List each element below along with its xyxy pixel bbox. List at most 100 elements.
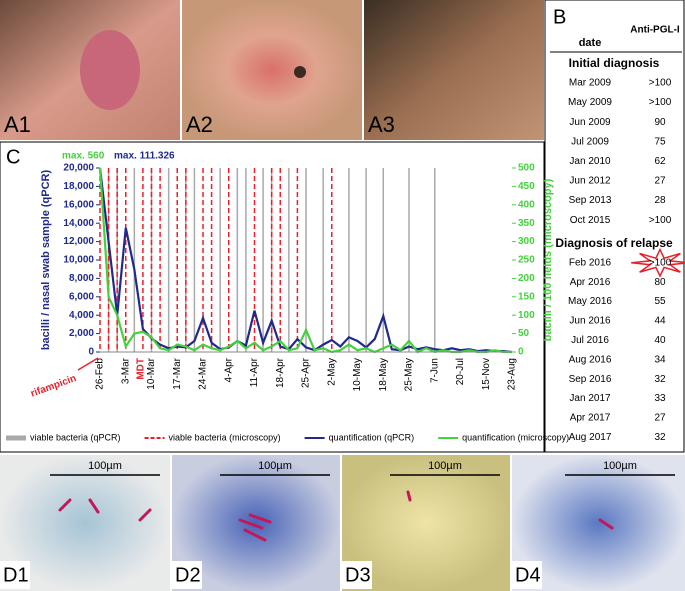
x-tick-label: 4-Apr <box>223 357 234 382</box>
y2-tick-label: 450 <box>518 181 535 192</box>
table-cell: Mar 2009 <box>569 78 612 89</box>
table-cell: Jan 2010 <box>569 156 611 167</box>
label-box <box>342 561 372 589</box>
table-cell: Jun 2012 <box>569 176 611 187</box>
y-tick-label: 4,000 <box>69 310 94 321</box>
x-tick-label: 10-May <box>352 358 363 391</box>
panel-label: D1 <box>3 564 29 586</box>
table-cell: Feb 2016 <box>569 257 612 268</box>
table-cell: 34 <box>654 354 666 365</box>
panel-label: A1 <box>4 112 31 137</box>
table-cell: 80 <box>654 277 666 288</box>
photo <box>182 0 362 140</box>
panel-label: A2 <box>186 112 213 137</box>
table-cell: 90 <box>654 117 666 128</box>
photo <box>364 0 544 140</box>
panel-label: D2 <box>175 564 201 586</box>
y2-tick-label: 0 <box>518 347 524 358</box>
y-tick-label: 18,000 <box>63 181 94 192</box>
panel-label: A3 <box>368 112 395 137</box>
y-tick-label: 20,000 <box>63 163 94 174</box>
y-tick-label: 10,000 <box>63 255 94 266</box>
x-tick-label: 18-Apr <box>275 357 286 388</box>
panel-label: D3 <box>345 564 371 586</box>
y2-tick-label: 50 <box>518 328 530 339</box>
table-cell: 32 <box>654 374 666 385</box>
label-box <box>512 561 542 589</box>
x-tick-label: 23-Aug <box>507 358 518 390</box>
y-tick-label: 12,000 <box>63 236 94 247</box>
y2-axis-title: bacilli / 100 fields (microscopy) <box>542 178 554 341</box>
legend-label: viable bacteria (qPCR) <box>30 432 121 442</box>
section-title: Diagnosis of relapse <box>555 236 673 250</box>
table-cell: Apr 2017 <box>570 413 611 424</box>
x-tick-label: 11-Apr <box>249 357 260 387</box>
table-cell: 28 <box>654 195 666 206</box>
table-cell: Jul 2016 <box>571 335 609 346</box>
x-tick-label: 26-Feb <box>95 358 106 390</box>
photo-detail <box>294 66 306 78</box>
y-tick-label: 0 <box>88 347 94 358</box>
annotation: max. 111.326 <box>114 151 175 162</box>
y2-tick-label: 150 <box>518 291 535 302</box>
table-cell: Apr 2016 <box>570 277 611 288</box>
table-cell: Sep 2016 <box>569 374 612 385</box>
y2-tick-label: 500 <box>518 163 535 174</box>
y2-tick-label: 250 <box>518 255 535 266</box>
table-cell: Jan 2017 <box>569 393 611 404</box>
legend-label: viable bacteria (microscopy) <box>169 432 281 442</box>
table-cell: >100 <box>649 215 672 226</box>
table-cell: Aug 2017 <box>569 432 612 443</box>
annotation: MDT <box>136 358 147 380</box>
y-tick-label: 16,000 <box>63 199 94 210</box>
table-cell: 33 <box>654 393 666 404</box>
panel-label: C <box>6 146 20 168</box>
table-cell: 75 <box>654 136 666 147</box>
bacilli <box>58 490 614 542</box>
table-cell: 27 <box>654 176 666 187</box>
table-cell: Jun 2009 <box>569 117 611 128</box>
table-cell: May 2016 <box>568 296 612 307</box>
series-line <box>98 167 512 354</box>
table-cell: >100 <box>649 97 672 108</box>
x-tick-label: 3-Mar <box>120 357 131 384</box>
x-tick-label: 10-Mar <box>146 357 157 389</box>
x-tick-label: 18-May <box>378 358 389 391</box>
scale-label: 100µm <box>603 460 637 472</box>
panel-label: B <box>553 6 566 28</box>
section-title: Initial diagnosis <box>569 56 660 70</box>
y2-tick-label: 100 <box>518 310 535 321</box>
panel-frame <box>544 0 685 453</box>
photo-detail <box>80 30 140 110</box>
column-header: Anti-PGL-I <box>630 25 680 36</box>
panel-label: D4 <box>515 564 541 586</box>
table-cell: 44 <box>654 316 666 327</box>
x-tick-label: 20-Jul <box>455 358 466 385</box>
table-cell: Oct 2015 <box>570 215 611 226</box>
table-cell: Jun 2016 <box>569 316 611 327</box>
table-cell: 32 <box>654 432 666 443</box>
y-tick-label: 14,000 <box>63 218 94 229</box>
annotation: max. 560 <box>62 151 105 162</box>
scale-label: 100µm <box>428 460 462 472</box>
x-tick-label: 25-May <box>404 358 415 391</box>
y-tick-label: 8,000 <box>69 273 94 284</box>
table-cell: Sep 2013 <box>569 195 612 206</box>
highlight-star <box>631 247 685 278</box>
column-header: date <box>579 37 602 49</box>
scale-label: 100µm <box>88 460 122 472</box>
table-cell: May 2009 <box>568 97 612 108</box>
legend-label: quantification (qPCR) <box>329 432 415 442</box>
y-tick-label: 6,000 <box>69 291 94 302</box>
table-cell: 40 <box>654 335 666 346</box>
annotation-arrow <box>77 357 99 371</box>
table-cell: 27 <box>654 413 666 424</box>
x-tick-label: 25-Apr <box>301 357 312 388</box>
y-axis-title: bacilli / nasal swab sample (qPCR) <box>40 170 52 351</box>
y2-tick-label: 400 <box>518 199 535 210</box>
y2-tick-label: 300 <box>518 236 535 247</box>
table-cell: Aug 2016 <box>569 354 612 365</box>
x-tick-label: 15-Nov <box>481 358 492 390</box>
